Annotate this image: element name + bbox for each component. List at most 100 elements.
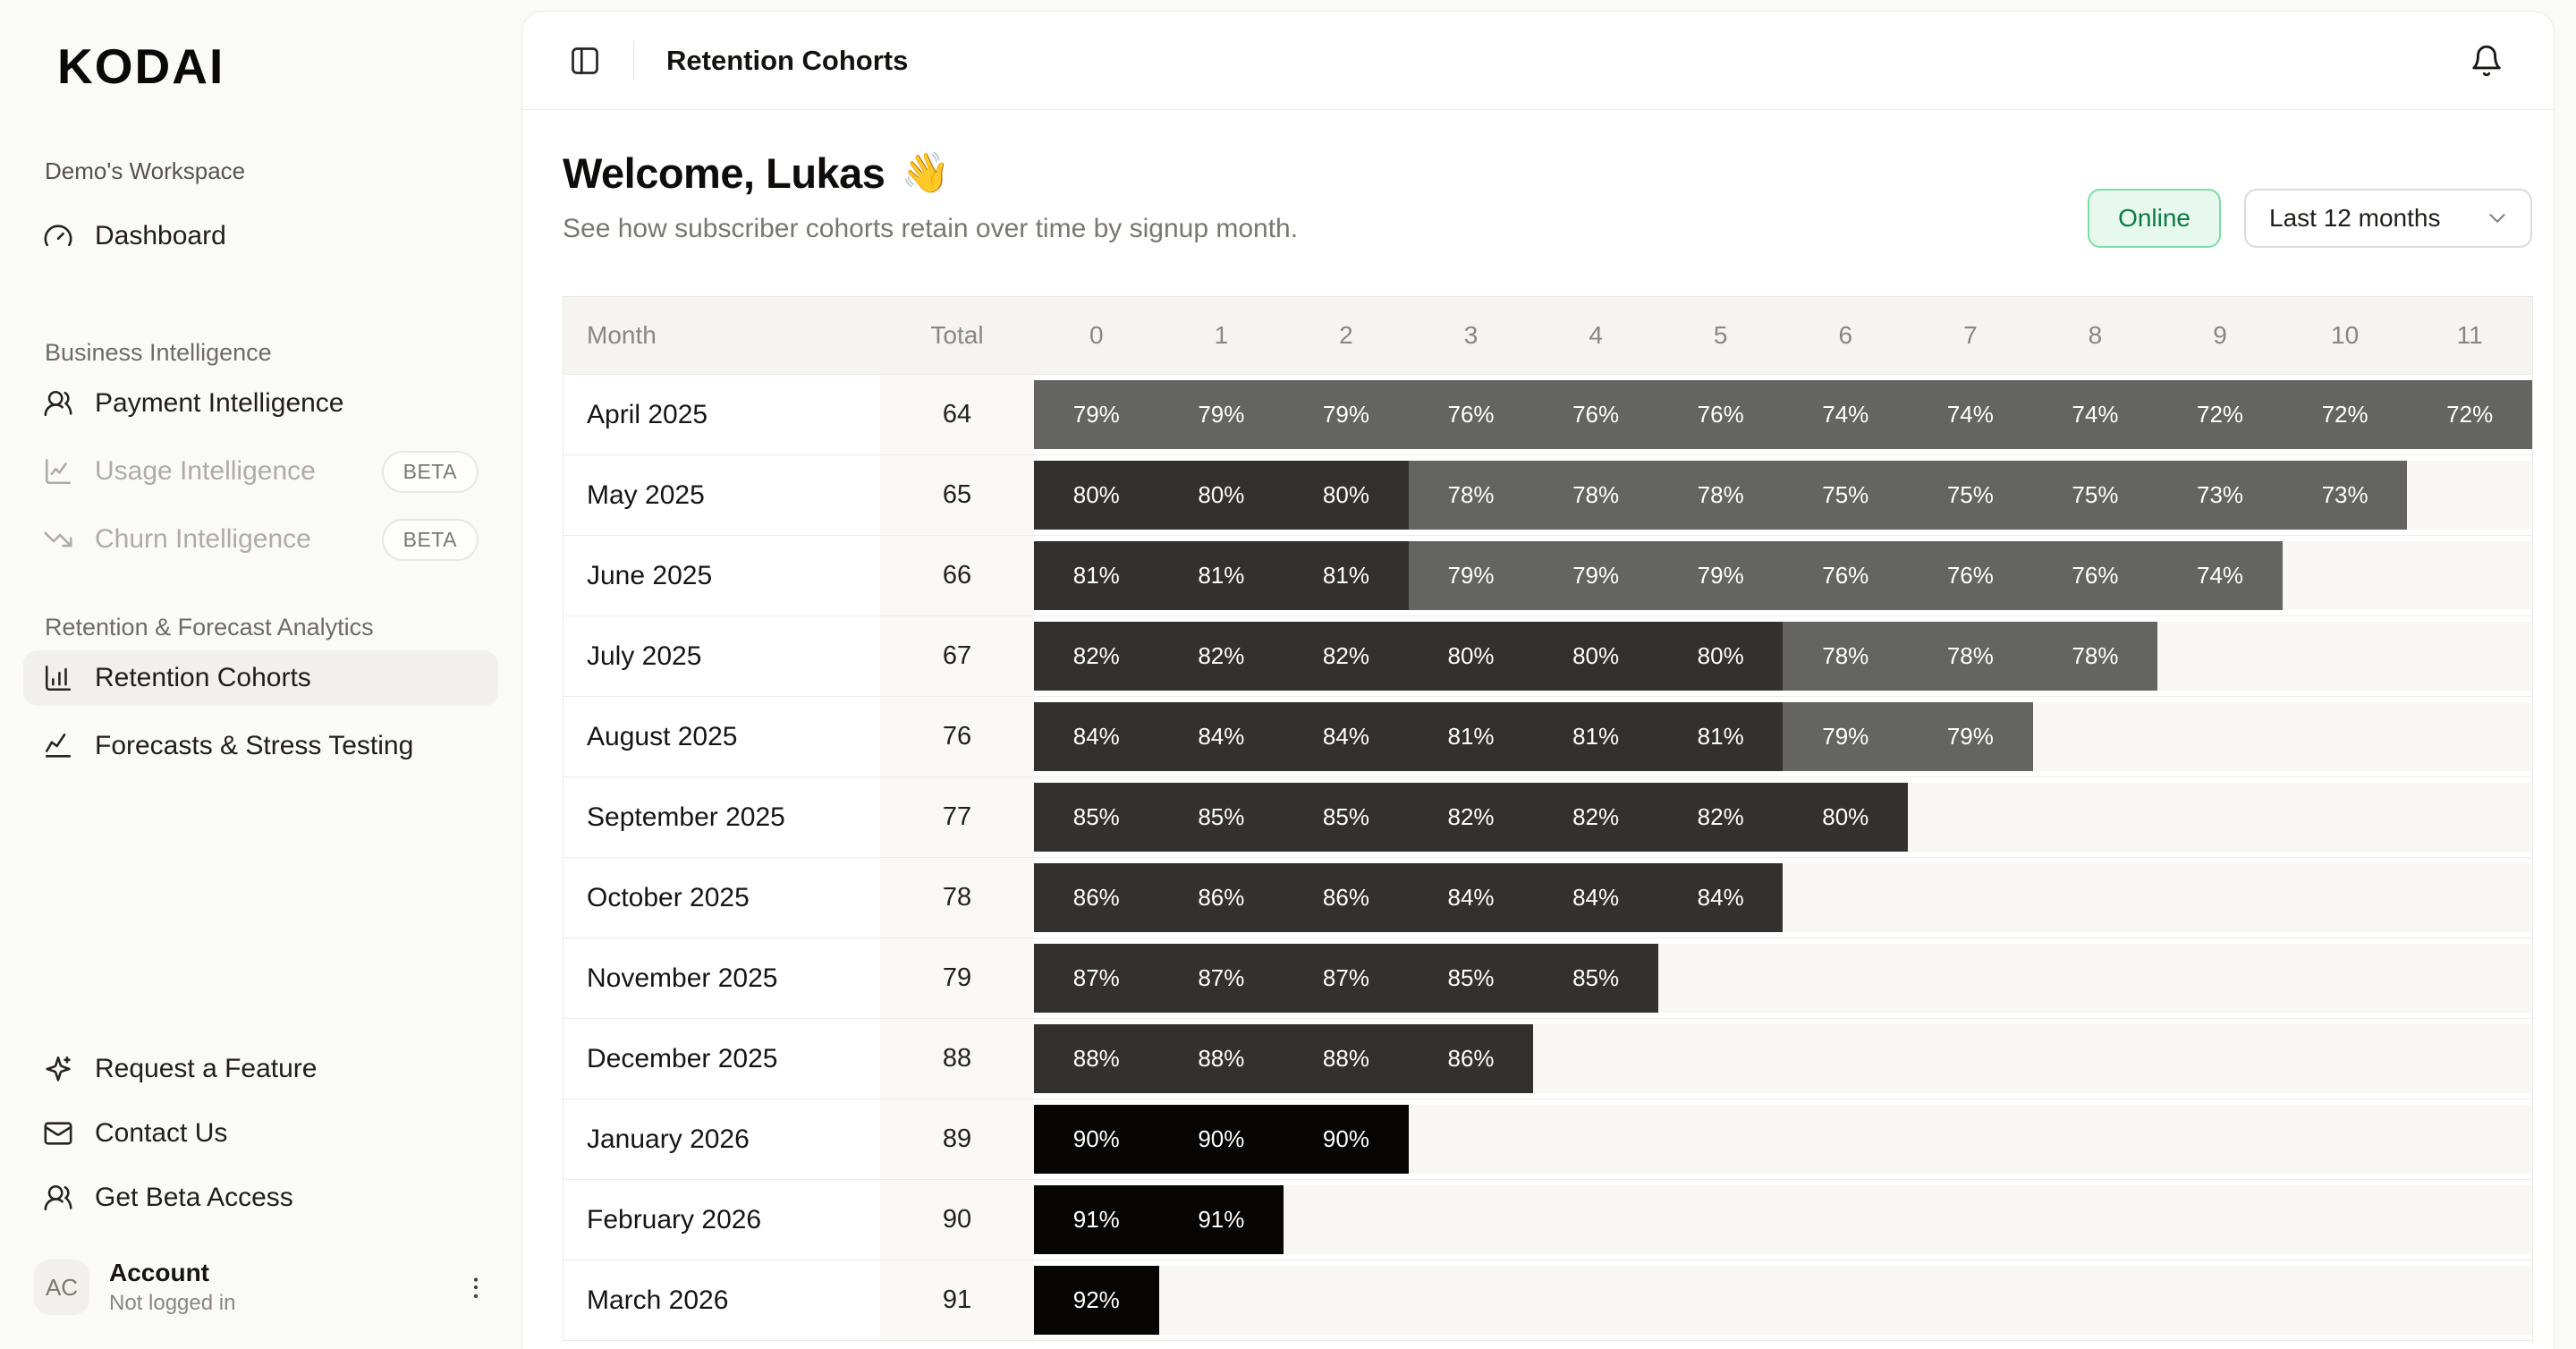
mail-icon	[43, 1118, 73, 1149]
cohort-cell: 75%	[1908, 461, 2033, 530]
cohort-cell: 85%	[1533, 944, 1658, 1013]
cohort-cell-empty	[1908, 944, 2033, 1013]
app-logo: KODAI	[57, 38, 225, 94]
cohort-cell: 82%	[1284, 622, 1409, 691]
cohort-cell: 86%	[1158, 863, 1284, 932]
bell-icon[interactable]	[2470, 44, 2504, 78]
sidebar-item-label: Dashboard	[95, 221, 226, 250]
cohort-cell-empty	[2407, 783, 2532, 852]
more-vertical-icon[interactable]	[461, 1272, 491, 1302]
main-card: Retention Cohorts Welcome, Lukas 👋 See h…	[521, 11, 2555, 1349]
cohort-cell: 76%	[1408, 380, 1534, 449]
cohort-cell: 85%	[1284, 783, 1409, 852]
sidebar-item-retention-cohorts[interactable]: Retention Cohorts	[23, 650, 498, 706]
sidebar-item-dashboard[interactable]: Dashboard	[23, 208, 498, 264]
cohort-cell: 79%	[1158, 380, 1284, 449]
cohort-cell-empty	[1408, 1185, 1534, 1254]
beta-badge: BETA	[381, 518, 479, 561]
cohort-total: 78	[880, 858, 1034, 938]
cohort-total: 91	[880, 1260, 1034, 1340]
cohort-cell: 84%	[1284, 702, 1409, 771]
sidebar-item-label: Forecasts & Stress Testing	[95, 731, 414, 760]
column-header-1: 1	[1214, 321, 1229, 349]
chevron-down-icon	[2484, 205, 2511, 232]
cohort-cell: 80%	[1408, 622, 1534, 691]
cohort-cell: 90%	[1158, 1105, 1284, 1174]
cohort-cell-empty	[1284, 1185, 1409, 1254]
cohort-month: February 2026	[564, 1180, 880, 1260]
cohort-cell-empty	[2407, 1266, 2532, 1335]
sidebar-item-payment-intelligence[interactable]: Payment Intelligence	[23, 376, 498, 431]
cohort-cell-empty	[2157, 1105, 2283, 1174]
column-header-3: 3	[1463, 321, 1479, 349]
sidebar-item-request-a-feature[interactable]: Request a Feature	[23, 1043, 498, 1095]
column-header-7: 7	[1963, 321, 1978, 349]
cohort-cell-empty	[2407, 944, 2532, 1013]
welcome-text: Welcome, Lukas	[563, 149, 886, 197]
column-header-2: 2	[1339, 321, 1353, 349]
cohort-month: January 2026	[564, 1099, 880, 1179]
cohort-cell: 84%	[1408, 863, 1534, 932]
section-label: Retention & Forecast Analytics	[45, 614, 374, 641]
range-selector-value: Last 12 months	[2269, 204, 2441, 232]
cohort-cell-empty	[2407, 541, 2532, 610]
cohort-cell-empty	[2282, 783, 2408, 852]
cohort-cell: 87%	[1284, 944, 1409, 1013]
cohort-cell: 87%	[1034, 944, 1159, 1013]
cohort-total: 76	[880, 697, 1034, 776]
sidebar-item-get-beta-access[interactable]: Get Beta Access	[23, 1172, 498, 1224]
cohort-cell: 79%	[1657, 541, 1784, 610]
cohort-cell: 85%	[1034, 783, 1159, 852]
cohort-cell-empty	[1908, 863, 2033, 932]
column-header-8: 8	[2088, 321, 2103, 349]
range-selector[interactable]: Last 12 months	[2244, 189, 2532, 248]
cohort-cell: 81%	[1533, 702, 1658, 771]
column-header-total: Total	[930, 321, 984, 349]
account-status: Not logged in	[109, 1291, 236, 1315]
sidebar-footer: Request a Feature Contact Us Get Beta Acce…	[23, 1043, 498, 1236]
page-header: Welcome, Lukas 👋 See how subscriber coho…	[563, 148, 2533, 248]
sidebar-item-label: Churn Intelligence	[95, 524, 311, 554]
cohort-month: November 2025	[564, 938, 880, 1018]
cohort-cell: 79%	[1783, 702, 1909, 771]
cohort-cell: 78%	[1533, 461, 1658, 530]
cohort-cell-empty	[2282, 1024, 2408, 1093]
cohort-cell: 82%	[1533, 783, 1658, 852]
panel-left-icon[interactable]	[569, 45, 601, 77]
sidebar-item-contact-us[interactable]: Contact Us	[23, 1107, 498, 1159]
column-header-11: 11	[2456, 321, 2483, 349]
account-row[interactable]: AC Account Not logged in	[23, 1249, 498, 1326]
cohort-cell: 82%	[1158, 622, 1284, 691]
column-header-4: 4	[1589, 321, 1603, 349]
status-badge: Online	[2088, 189, 2221, 248]
cohort-cell-empty	[1657, 1266, 1784, 1335]
cohort-cell: 78%	[1408, 461, 1534, 530]
cohort-row: January 2026 89 90% 90% 90%	[564, 1099, 2532, 1179]
cohort-cell-empty	[1533, 1024, 1658, 1093]
cohort-month: December 2025	[564, 1019, 880, 1099]
cohort-cell-empty	[2032, 863, 2158, 932]
cohort-cell-empty	[2032, 1105, 2158, 1174]
cohort-cell-empty	[2032, 1185, 2158, 1254]
sidebar-item-forecasts-stress-testing[interactable]: Forecasts & Stress Testing	[23, 718, 498, 774]
cohort-cell-empty	[1158, 1266, 1284, 1335]
cohort-cell: 88%	[1158, 1024, 1284, 1093]
sidebar-item-label: Contact Us	[95, 1118, 228, 1148]
column-header-5: 5	[1713, 321, 1728, 349]
cohort-cell: 81%	[1284, 541, 1409, 610]
cohort-cell-empty	[1657, 944, 1784, 1013]
cohort-cell: 80%	[1034, 461, 1159, 530]
cohort-row: September 2025 77 85% 85% 85% 82% 82% 82% 80%	[564, 776, 2532, 857]
cohort-cell: 80%	[1158, 461, 1284, 530]
chart-line-icon	[43, 456, 73, 487]
cohort-cell-empty	[1657, 1105, 1784, 1174]
column-header-month: Month	[587, 321, 657, 349]
cohort-cell: 82%	[1657, 783, 1784, 852]
cohort-cell: 81%	[1408, 702, 1534, 771]
workspace-label: Demo's Workspace	[45, 157, 246, 184]
cohort-cell-empty	[1908, 783, 2033, 852]
table-header: Month Total 0 1 2 3 4 5 6 7 8 9 10 11	[564, 297, 2532, 374]
cohort-cell-empty	[2032, 702, 2158, 771]
bar-chart-icon	[43, 663, 73, 693]
cohort-cell: 74%	[2157, 541, 2283, 610]
